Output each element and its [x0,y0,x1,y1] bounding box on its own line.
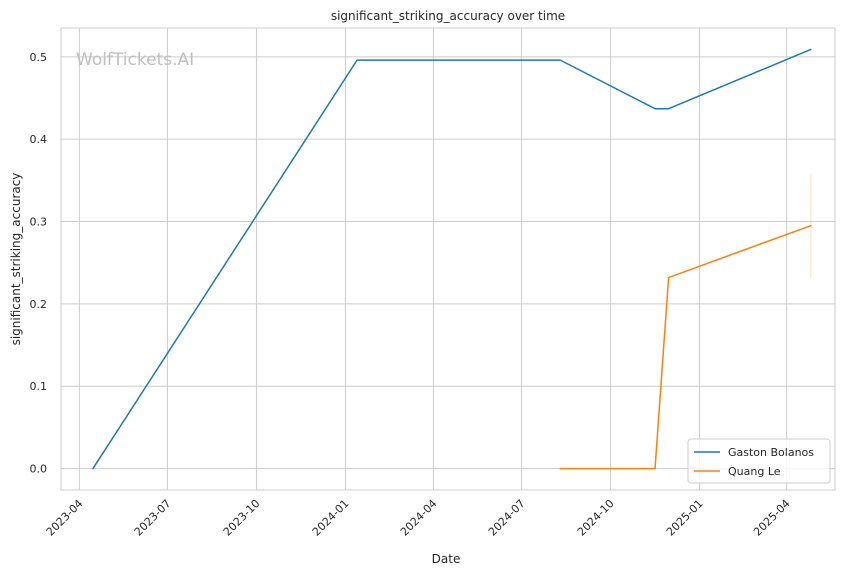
x-axis-title: Date [432,552,461,566]
legend: Gaston Bolanos Quang Le [687,438,831,484]
y-tick-label: 0.2 [30,298,48,311]
series-line-gaston-bolanos [92,48,812,470]
legend-box [687,438,831,484]
series-layer [92,48,812,470]
x-tick-label: 2024-01 [310,497,352,539]
watermark-text: WolfTickets.AI [76,50,194,70]
y-tick-label: 0.1 [30,380,48,393]
x-tick-label: 2024-10 [575,497,617,539]
x-tick-label: 2023-07 [132,497,174,539]
x-tick-label: 2025-04 [751,497,793,539]
y-tick-label: 0.3 [30,216,48,229]
y-tick-label: 0.5 [30,51,48,64]
series-line-quang-le [559,224,812,470]
x-tick-label: 2023-10 [221,497,263,539]
x-tick-label: 2025-01 [664,497,706,539]
x-tick-label: 2024-07 [486,497,528,539]
y-tick-label: 0.4 [30,133,48,146]
legend-label-quang-le: Quang Le [728,465,781,478]
chart-title: significant_striking_accuracy over time [331,9,565,23]
x-tick-label: 2024-04 [398,497,440,539]
y-tick-label: 0.0 [30,463,48,476]
y-axis-title: significant_striking_accuracy [9,173,23,346]
legend-label-gaston-bolanos: Gaston Bolanos [728,446,814,459]
plot-area [60,27,836,491]
x-tick-label: 2023-04 [44,497,86,539]
